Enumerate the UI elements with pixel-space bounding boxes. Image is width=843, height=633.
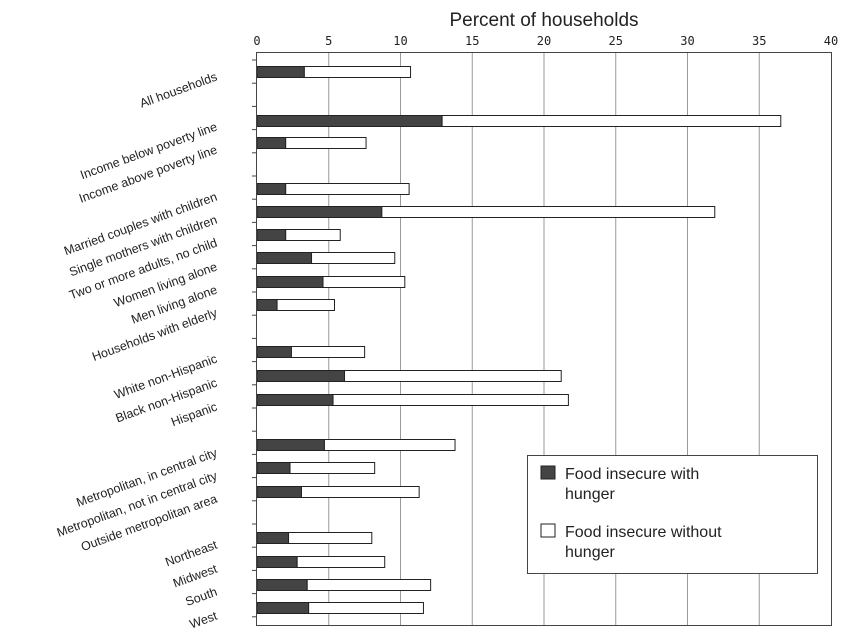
bar-hunger-0 bbox=[256, 66, 305, 78]
bar-hunger-10 bbox=[256, 370, 346, 382]
x-tick-label-20: 20 bbox=[537, 34, 551, 48]
bar-no-hunger-14 bbox=[300, 486, 420, 498]
bar-hunger-2 bbox=[256, 137, 287, 149]
x-axis-ticks: 0 5 10 15 20 25 30 35 40 bbox=[253, 34, 838, 48]
x-tick-label-40: 40 bbox=[824, 34, 838, 48]
x-tick-label-30: 30 bbox=[680, 34, 694, 48]
bar-no-hunger-6 bbox=[311, 252, 396, 264]
bar-no-hunger-10 bbox=[344, 370, 562, 382]
bar-no-hunger-12 bbox=[323, 439, 456, 451]
bar-no-hunger-18 bbox=[308, 602, 424, 614]
legend: Food insecure with hunger Food insecure w… bbox=[527, 455, 818, 574]
bar-no-hunger-7 bbox=[322, 276, 406, 288]
bar-no-hunger-16 bbox=[296, 556, 386, 568]
bar-no-hunger-0 bbox=[303, 66, 412, 78]
bar-hunger-6 bbox=[256, 252, 313, 264]
x-tick-label-10: 10 bbox=[393, 34, 407, 48]
bars bbox=[256, 66, 782, 614]
x-tick-label-15: 15 bbox=[465, 34, 479, 48]
category-label-17: South bbox=[184, 585, 220, 609]
bar-hunger-8 bbox=[256, 299, 278, 311]
bar-no-hunger-3 bbox=[285, 183, 410, 195]
bar-hunger-13 bbox=[256, 462, 291, 474]
plot-frame bbox=[256, 52, 832, 626]
bar-hunger-16 bbox=[256, 556, 298, 568]
bar-no-hunger-2 bbox=[285, 137, 367, 149]
chart-title: Percent of households bbox=[449, 10, 638, 31]
legend-box bbox=[527, 455, 818, 574]
x-tick-label-5: 5 bbox=[325, 34, 332, 48]
category-label-0: All households bbox=[138, 70, 219, 111]
bar-hunger-3 bbox=[256, 183, 287, 195]
bar-hunger-17 bbox=[256, 579, 308, 591]
bar-hunger-4 bbox=[256, 206, 383, 218]
bar-no-hunger-8 bbox=[276, 299, 335, 311]
category-label-18: West bbox=[188, 608, 220, 631]
bar-hunger-1 bbox=[256, 115, 443, 127]
bar-hunger-9 bbox=[256, 346, 292, 358]
bar-hunger-11 bbox=[256, 394, 334, 406]
bar-no-hunger-5 bbox=[285, 229, 341, 241]
legend-label-hunger: Food insecure with hunger bbox=[565, 466, 699, 503]
bar-no-hunger-17 bbox=[306, 579, 432, 591]
bar-no-hunger-13 bbox=[289, 462, 376, 474]
bar-no-hunger-4 bbox=[381, 206, 716, 218]
bar-hunger-5 bbox=[256, 229, 287, 241]
x-tick-label-35: 35 bbox=[752, 34, 766, 48]
bar-no-hunger-1 bbox=[441, 115, 782, 127]
legend-label-no-hunger: Food insecure without hunger bbox=[565, 524, 722, 561]
legend-swatch-hunger bbox=[540, 465, 556, 480]
bar-hunger-18 bbox=[256, 602, 310, 614]
bar-hunger-15 bbox=[256, 532, 290, 544]
bar-hunger-12 bbox=[256, 439, 325, 451]
x-tick-label-0: 0 bbox=[253, 34, 260, 48]
bar-no-hunger-15 bbox=[288, 532, 373, 544]
bar-hunger-14 bbox=[256, 486, 302, 498]
bar-no-hunger-9 bbox=[290, 346, 366, 358]
bar-no-hunger-11 bbox=[332, 394, 569, 406]
bar-hunger-7 bbox=[256, 276, 324, 288]
x-tick-label-25: 25 bbox=[609, 34, 623, 48]
legend-swatch-no-hunger bbox=[540, 523, 556, 538]
